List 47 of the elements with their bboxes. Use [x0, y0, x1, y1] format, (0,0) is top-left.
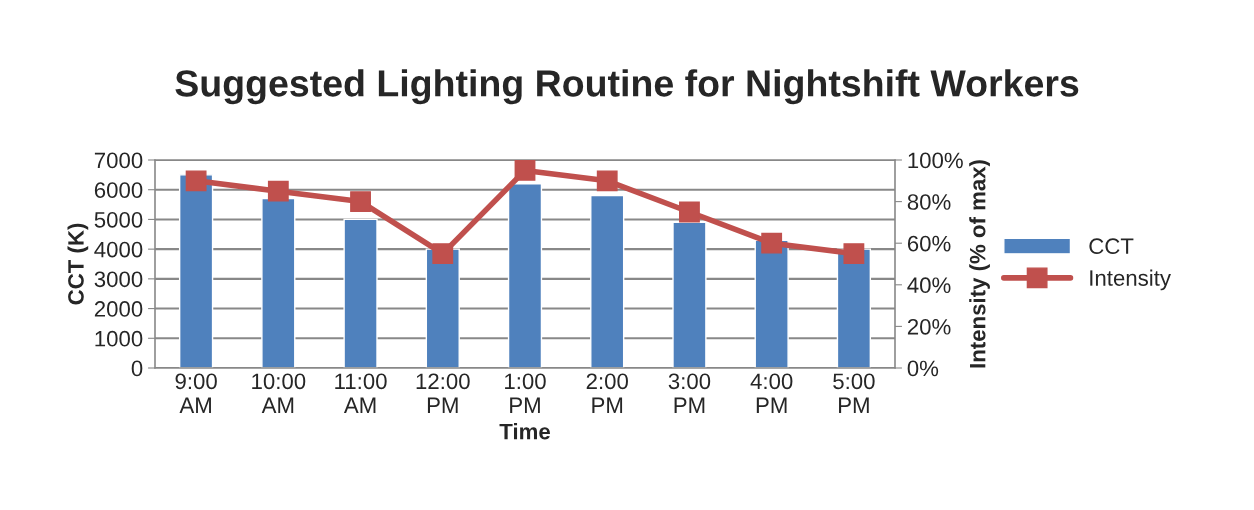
point: [432, 243, 454, 265]
y2-tick-label: 100%: [908, 152, 963, 169]
y-tick-label: 7000: [94, 152, 143, 169]
bar: [178, 174, 214, 368]
point: [679, 201, 700, 223]
y2-tick-label: 40%: [907, 277, 951, 294]
point: [350, 191, 371, 213]
bar: [425, 248, 460, 368]
bar: [343, 218, 378, 368]
x-axis-title: Time: [499, 423, 550, 440]
y2-tick-label: 60%: [907, 235, 951, 252]
bar: [261, 197, 296, 368]
x-tick-label: 4:00 PM: [750, 373, 793, 413]
bar: [836, 248, 872, 368]
y2-tick-label: 0%: [907, 360, 939, 377]
x-tick-label: 2:00 PM: [586, 373, 628, 413]
x-tick-label: 3:00 PM: [668, 373, 711, 413]
y-tick-label: 0: [131, 360, 143, 377]
x-tick-label: 12:00 PM: [416, 373, 470, 413]
y2-tick-label: 20%: [907, 318, 951, 335]
bar: [672, 221, 707, 368]
x-tick-label: 11:00 AM: [335, 373, 387, 413]
y-axis-title: CCT (K): [67, 223, 89, 305]
point: [761, 232, 783, 254]
x-tick-label: 1:00 PM: [505, 373, 546, 413]
y2-axis-title: Intensity (% of max): [969, 160, 990, 368]
point: [596, 170, 618, 192]
bar: [754, 239, 789, 368]
y2-tick-label: 80%: [907, 194, 951, 210]
y-tick-label: 3000: [94, 271, 143, 288]
point: [843, 243, 865, 265]
y-tick-label: 4000: [94, 241, 143, 258]
x-tick-label: 10:00 AM: [252, 373, 306, 413]
y-tick-label: 5000: [94, 211, 143, 228]
point: [514, 160, 536, 181]
bar: [507, 183, 543, 368]
x-tick-label: 9:00 AM: [175, 373, 217, 413]
bar: [590, 194, 625, 368]
y-tick-label: 2000: [94, 301, 143, 317]
legend-label: CCT: [1089, 238, 1134, 255]
point: [185, 170, 207, 192]
x-tick-label: 5:00 PM: [833, 373, 875, 413]
y-tick-label: 6000: [94, 182, 143, 198]
legend-label: Intensity: [1090, 269, 1171, 291]
point: [267, 180, 289, 202]
chart-title: Suggested Lighting Routine for Nightshift Workers: [175, 69, 1079, 105]
y-tick-label: 1000: [95, 330, 143, 347]
